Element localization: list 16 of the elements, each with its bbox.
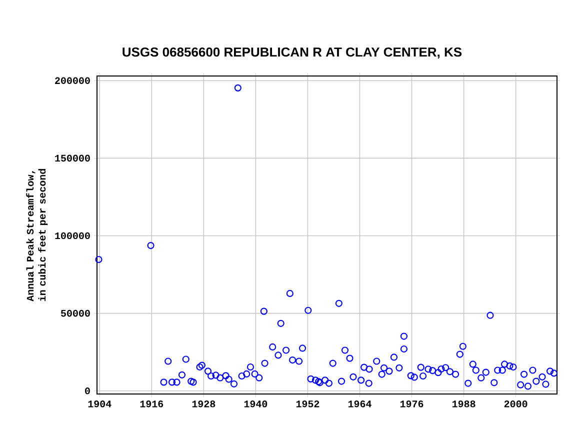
y-axis-title: Annual Peak Streamflow, in cubic feet per second: [26, 169, 48, 302]
y-tick-label: 150000: [55, 154, 90, 162]
x-tick-label: 1916: [140, 400, 164, 408]
x-tick-label: 1988: [452, 400, 476, 408]
y-tick-label: 100000: [55, 232, 90, 240]
x-tick-label: 1952: [296, 400, 320, 408]
x-tick-label: 1928: [192, 400, 216, 408]
x-tick-label: 1904: [88, 400, 112, 408]
chart-title: USGS 06856600 REPUBLICAN R AT CLAY CENTER, KS: [122, 47, 462, 59]
x-tick-label: 1940: [244, 400, 268, 408]
y-tick-label: 200000: [55, 77, 90, 84]
y-tick-label: 0: [85, 387, 90, 394]
x-tick-label: 1976: [400, 400, 424, 408]
x-tick-label: 2000: [504, 400, 528, 408]
x-tick-label: 1964: [348, 400, 372, 408]
y-tick-label: 50000: [60, 310, 90, 317]
